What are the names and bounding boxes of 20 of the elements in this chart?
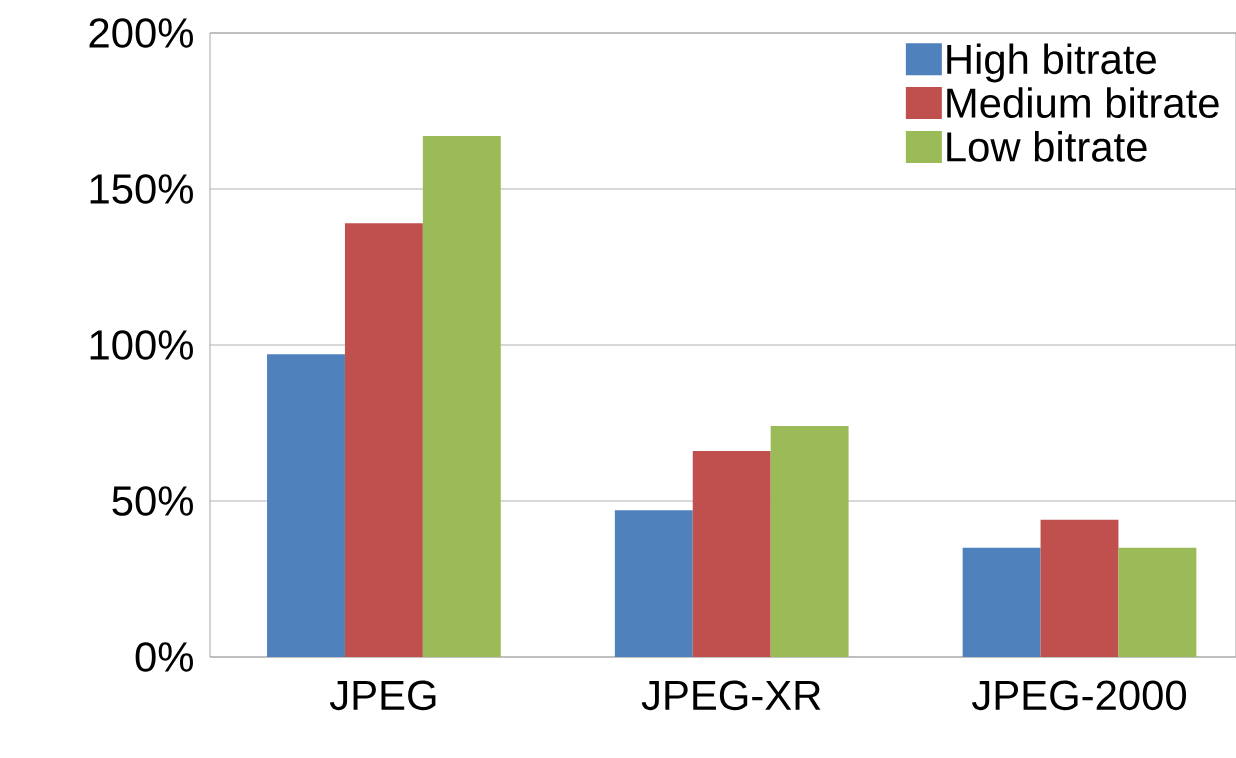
bar bbox=[692, 451, 771, 657]
bar bbox=[770, 426, 849, 657]
y-tick-label: 50% bbox=[112, 486, 193, 516]
bar bbox=[422, 135, 501, 657]
x-tick-label: JPEG-XR bbox=[641, 680, 821, 711]
x-tick-label: JPEG bbox=[329, 680, 436, 711]
y-tick-label: 100% bbox=[90, 330, 193, 360]
legend-label: Low bitrate bbox=[947, 131, 1147, 162]
bar bbox=[1118, 547, 1197, 657]
y-tick-label: 200% bbox=[89, 18, 193, 48]
bar bbox=[1040, 519, 1119, 657]
x-tick-label: JPEG-2000 bbox=[972, 680, 1187, 711]
bar bbox=[344, 223, 423, 657]
bar bbox=[614, 510, 693, 657]
y-tick-label: 150% bbox=[90, 174, 193, 204]
bar bbox=[267, 354, 345, 657]
legend-label: High bitrate bbox=[947, 43, 1156, 83]
bar bbox=[962, 547, 1041, 657]
y-tick-label: 0% bbox=[135, 642, 193, 672]
legend-label: Medium bitrate bbox=[947, 87, 1219, 118]
